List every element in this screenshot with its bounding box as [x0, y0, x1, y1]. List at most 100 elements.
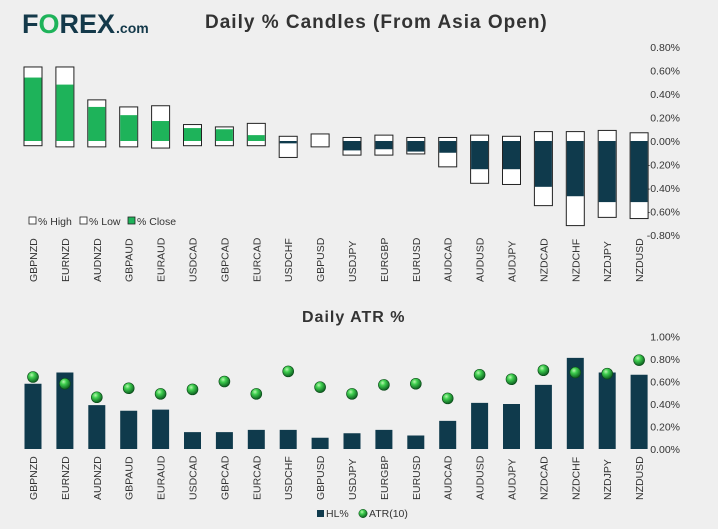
candles-x-label: NZDCHF: [570, 239, 582, 282]
candles-y-tick: 0.00%: [650, 136, 680, 148]
atr-marker: [409, 377, 422, 390]
atr-bar: [247, 429, 265, 449]
atr-x-label: NZDCHF: [570, 457, 582, 500]
atr-bar: [56, 372, 74, 449]
atr-x-label: AUDJPY: [507, 459, 519, 500]
atr-marker: [27, 371, 39, 383]
atr-bar: [439, 420, 457, 449]
candles-y-tick: 0.20%: [650, 113, 680, 125]
candles-x-label: NZDCAD: [538, 238, 550, 282]
candles-x-label: EURCAD: [251, 237, 263, 282]
candles-x-label: USDCAD: [188, 237, 200, 282]
atr-marker: [346, 388, 358, 400]
atr-marker: [154, 388, 167, 400]
atr-x-label: GBPUSD: [315, 455, 327, 500]
candle-body: [184, 128, 201, 141]
candle-body: [88, 106, 106, 141]
candle-body: [215, 129, 233, 141]
candles-y-tick: -0.60%: [647, 207, 680, 219]
atr-bar: [534, 384, 552, 449]
atr-bar: [279, 429, 297, 449]
atr-x-label: AUDNZD: [92, 456, 104, 500]
candles-chart-title: Daily % Candles (From Asia Open): [205, 12, 548, 33]
atr-bar: [503, 404, 520, 449]
candles-x-label: NZDJPY: [602, 241, 614, 282]
legend-label: % Close: [137, 216, 176, 228]
atr-marker: [91, 391, 103, 404]
candles-x-label: AUDNZD: [92, 238, 104, 282]
legend-label: ATR(10): [369, 508, 408, 520]
legend-swatch: [317, 510, 324, 517]
atr-x-label: AUDCAD: [443, 455, 455, 500]
atr-bar: [598, 372, 616, 449]
atr-chart-title: Daily ATR %: [302, 309, 406, 326]
atr-marker: [569, 366, 582, 379]
legend-label: % Low: [89, 216, 121, 228]
atr-marker: [218, 375, 231, 388]
candle-body: [598, 141, 616, 203]
atr-y-tick: 0.40%: [650, 399, 680, 411]
candles-x-label: USDJPY: [347, 241, 359, 282]
atr-x-label: AUDUSD: [475, 455, 487, 500]
atr-y-tick: 0.60%: [650, 377, 680, 389]
candle-body: [279, 141, 297, 144]
candle-range-box: [246, 122, 266, 147]
candle-range-box: [278, 135, 298, 158]
atr-x-label: NZDUSD: [634, 456, 646, 500]
candle-body: [247, 135, 265, 141]
legend-swatch: [127, 216, 136, 225]
atr-legend: HL% ATR(10): [317, 508, 408, 520]
legend-swatch: [28, 216, 37, 225]
candles-x-label: AUDCAD: [443, 237, 455, 282]
atr-x-label: GBPNZD: [28, 456, 40, 500]
candles-x-label: EURAUD: [156, 237, 168, 282]
atr-bar: [566, 357, 584, 449]
atr-marker: [601, 367, 614, 380]
atr-plot: 1.00% 0.80% 0.60% 0.40% 0.20% 0.00% GBPNZD EURN…: [24, 332, 680, 500]
atr-x-label: EURUSD: [411, 455, 423, 500]
atr-bar: [152, 409, 170, 449]
atr-bar: [407, 435, 425, 449]
atr-marker: [314, 381, 326, 393]
candle-body: [152, 121, 170, 141]
candle-body: [439, 141, 457, 153]
atr-y-tick: 0.00%: [650, 444, 680, 456]
atr-y-tick: 0.20%: [650, 422, 680, 434]
atr-x-label: EURNZD: [60, 456, 72, 500]
atr-bar: [120, 410, 138, 449]
candle-body: [630, 141, 648, 203]
atr-bar: [343, 433, 361, 449]
atr-marker: [633, 354, 645, 366]
atr-bar: [24, 383, 42, 449]
candles-y-tick: 0.80%: [650, 42, 680, 54]
candles-y-tick: 0.60%: [650, 66, 680, 78]
atr-marker: [122, 382, 135, 395]
atr-bar: [215, 432, 233, 449]
candles-x-label: NZDUSD: [634, 238, 646, 282]
forex-logo: FOREX.com: [22, 9, 149, 39]
atr-x-label: EURCAD: [251, 455, 263, 500]
atr-marker: [250, 388, 263, 400]
candles-x-label: GBPAUD: [124, 238, 136, 282]
candle-body: [503, 141, 520, 170]
atr-marker: [473, 368, 486, 381]
candles-y-tick: -0.20%: [647, 160, 680, 172]
atr-x-label: NZDJPY: [602, 459, 614, 500]
legend-label: % High: [38, 216, 72, 228]
candle-body: [343, 141, 361, 151]
atr-x-label: EURAUD: [156, 455, 168, 500]
atr-bar: [88, 405, 106, 449]
candle-body: [566, 141, 584, 197]
candles-y-tick: 0.40%: [650, 89, 680, 101]
candle-body: [24, 77, 42, 141]
atr-x-label: GBPCAD: [219, 455, 231, 500]
candle-body: [120, 115, 138, 141]
candles-x-label: USDCHF: [283, 238, 295, 282]
atr-x-label: GBPAUD: [124, 456, 136, 500]
atr-bar: [375, 429, 393, 449]
legend-marker: [358, 509, 368, 518]
candle-body: [56, 84, 74, 141]
atr-x-label: EURGBP: [379, 456, 391, 500]
atr-y-tick: 1.00%: [650, 332, 680, 344]
